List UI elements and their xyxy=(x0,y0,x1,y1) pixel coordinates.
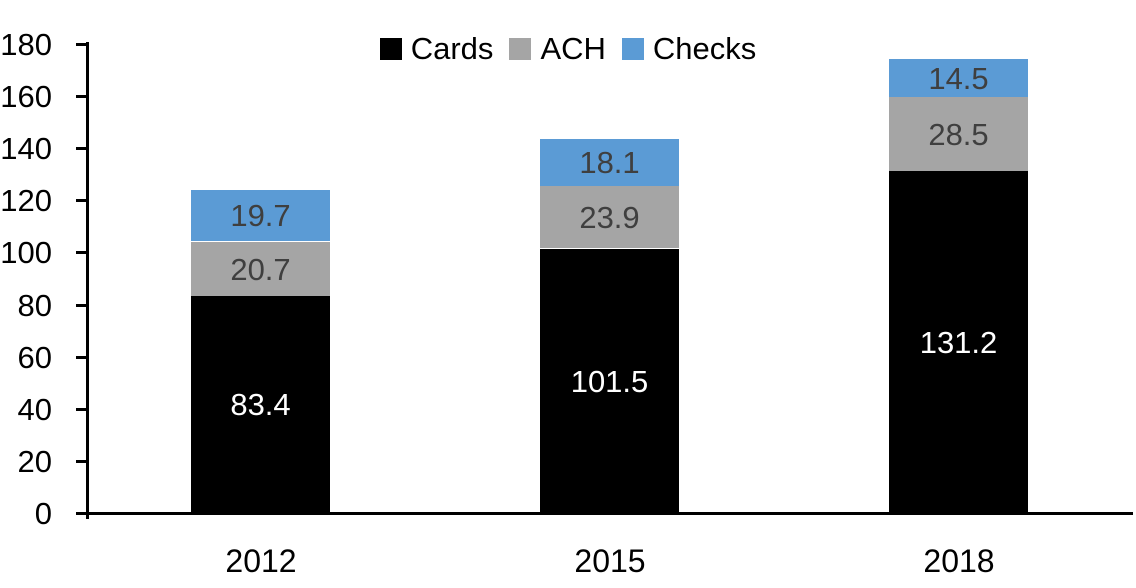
data-label-2018-checks: 14.5 xyxy=(928,60,989,96)
y-axis-tick-label: 140 xyxy=(0,131,52,166)
y-axis-tick-mark xyxy=(76,199,86,202)
legend-swatch-cards-icon xyxy=(379,37,402,60)
bar-segment-2012-checks: 19.7 xyxy=(191,190,330,241)
legend-item-checks: Checks xyxy=(621,31,757,66)
legend-swatch-checks-icon xyxy=(621,37,644,60)
bar-segment-2012-cards: 83.4 xyxy=(191,296,330,513)
y-axis-tick-label: 60 xyxy=(17,340,52,375)
y-axis-line xyxy=(86,42,89,519)
y-axis-tick-label: 160 xyxy=(0,79,52,114)
y-axis-tick-label: 0 xyxy=(34,496,52,531)
y-axis-tick-mark xyxy=(76,356,86,359)
bar-segment-2015-cards: 101.5 xyxy=(540,249,679,513)
bar-segment-2015-checks: 18.1 xyxy=(540,139,679,186)
legend: Cards ACH Checks xyxy=(0,33,1136,64)
legend-label: ACH xyxy=(540,31,606,66)
y-axis-tick-label: 80 xyxy=(17,288,52,323)
x-axis-category-label: 2012 xyxy=(225,543,297,579)
y-axis-tick-label: 100 xyxy=(0,235,52,270)
data-label-2012-checks: 19.7 xyxy=(230,198,291,233)
data-label-2012-ach: 20.7 xyxy=(230,251,291,287)
bar-segment-2015-ach: 23.9 xyxy=(540,186,679,248)
y-axis-tick-mark xyxy=(76,304,86,307)
y-axis-tick-mark xyxy=(76,43,86,46)
data-label-2015-ach: 23.9 xyxy=(579,199,640,235)
bar-segment-2018-checks: 14.5 xyxy=(889,59,1028,97)
y-axis-tick-mark xyxy=(76,95,86,98)
bar-segment-2018-cards: 131.2 xyxy=(889,171,1028,513)
legend-label: Cards xyxy=(410,31,494,66)
y-axis-tick-mark xyxy=(76,147,86,150)
legend-label: Checks xyxy=(652,31,757,66)
y-axis-tick-mark xyxy=(76,251,86,254)
data-label-2015-cards: 101.5 xyxy=(570,363,649,399)
y-axis-tick-label: 20 xyxy=(17,444,52,479)
data-label-2015-checks: 18.1 xyxy=(579,145,640,180)
data-label-2018-ach: 28.5 xyxy=(928,116,989,152)
x-axis-line xyxy=(76,512,1133,515)
data-label-2018-cards: 131.2 xyxy=(919,324,998,360)
legend-item-ach: ACH xyxy=(509,31,606,66)
x-axis-category-label: 2015 xyxy=(574,543,646,579)
bar-segment-2018-ach: 28.5 xyxy=(889,97,1028,171)
y-axis-tick-label: 40 xyxy=(17,392,52,427)
legend-swatch-ach-icon xyxy=(509,37,532,60)
y-axis-tick-mark xyxy=(76,460,86,463)
x-axis-category-label: 2018 xyxy=(923,543,995,579)
y-axis-tick-mark xyxy=(76,408,86,411)
y-axis-tick-label: 120 xyxy=(0,183,52,218)
bar-segment-2012-ach: 20.7 xyxy=(191,242,330,296)
y-axis-tick-label: 180 xyxy=(0,27,52,62)
data-label-2012-cards: 83.4 xyxy=(230,387,291,422)
legend-item-cards: Cards xyxy=(379,31,494,66)
